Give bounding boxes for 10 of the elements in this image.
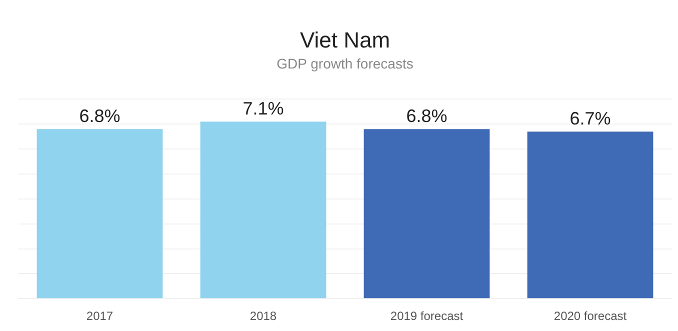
- data-label: 6.7%: [570, 108, 611, 129]
- chart-title: Viet Nam: [300, 27, 390, 52]
- x-tick-label: 2019 forecast: [390, 309, 464, 324]
- data-label: 6.8%: [79, 106, 120, 126]
- x-tick-label: 2020 forecast: [554, 309, 628, 324]
- x-tick-label: 2018: [250, 309, 277, 324]
- data-label: 7.1%: [242, 98, 284, 119]
- data-label: 6.8%: [406, 106, 448, 126]
- chart-subtitle: GDP growth forecasts: [276, 56, 414, 72]
- x-tick-label: 2017: [86, 309, 114, 324]
